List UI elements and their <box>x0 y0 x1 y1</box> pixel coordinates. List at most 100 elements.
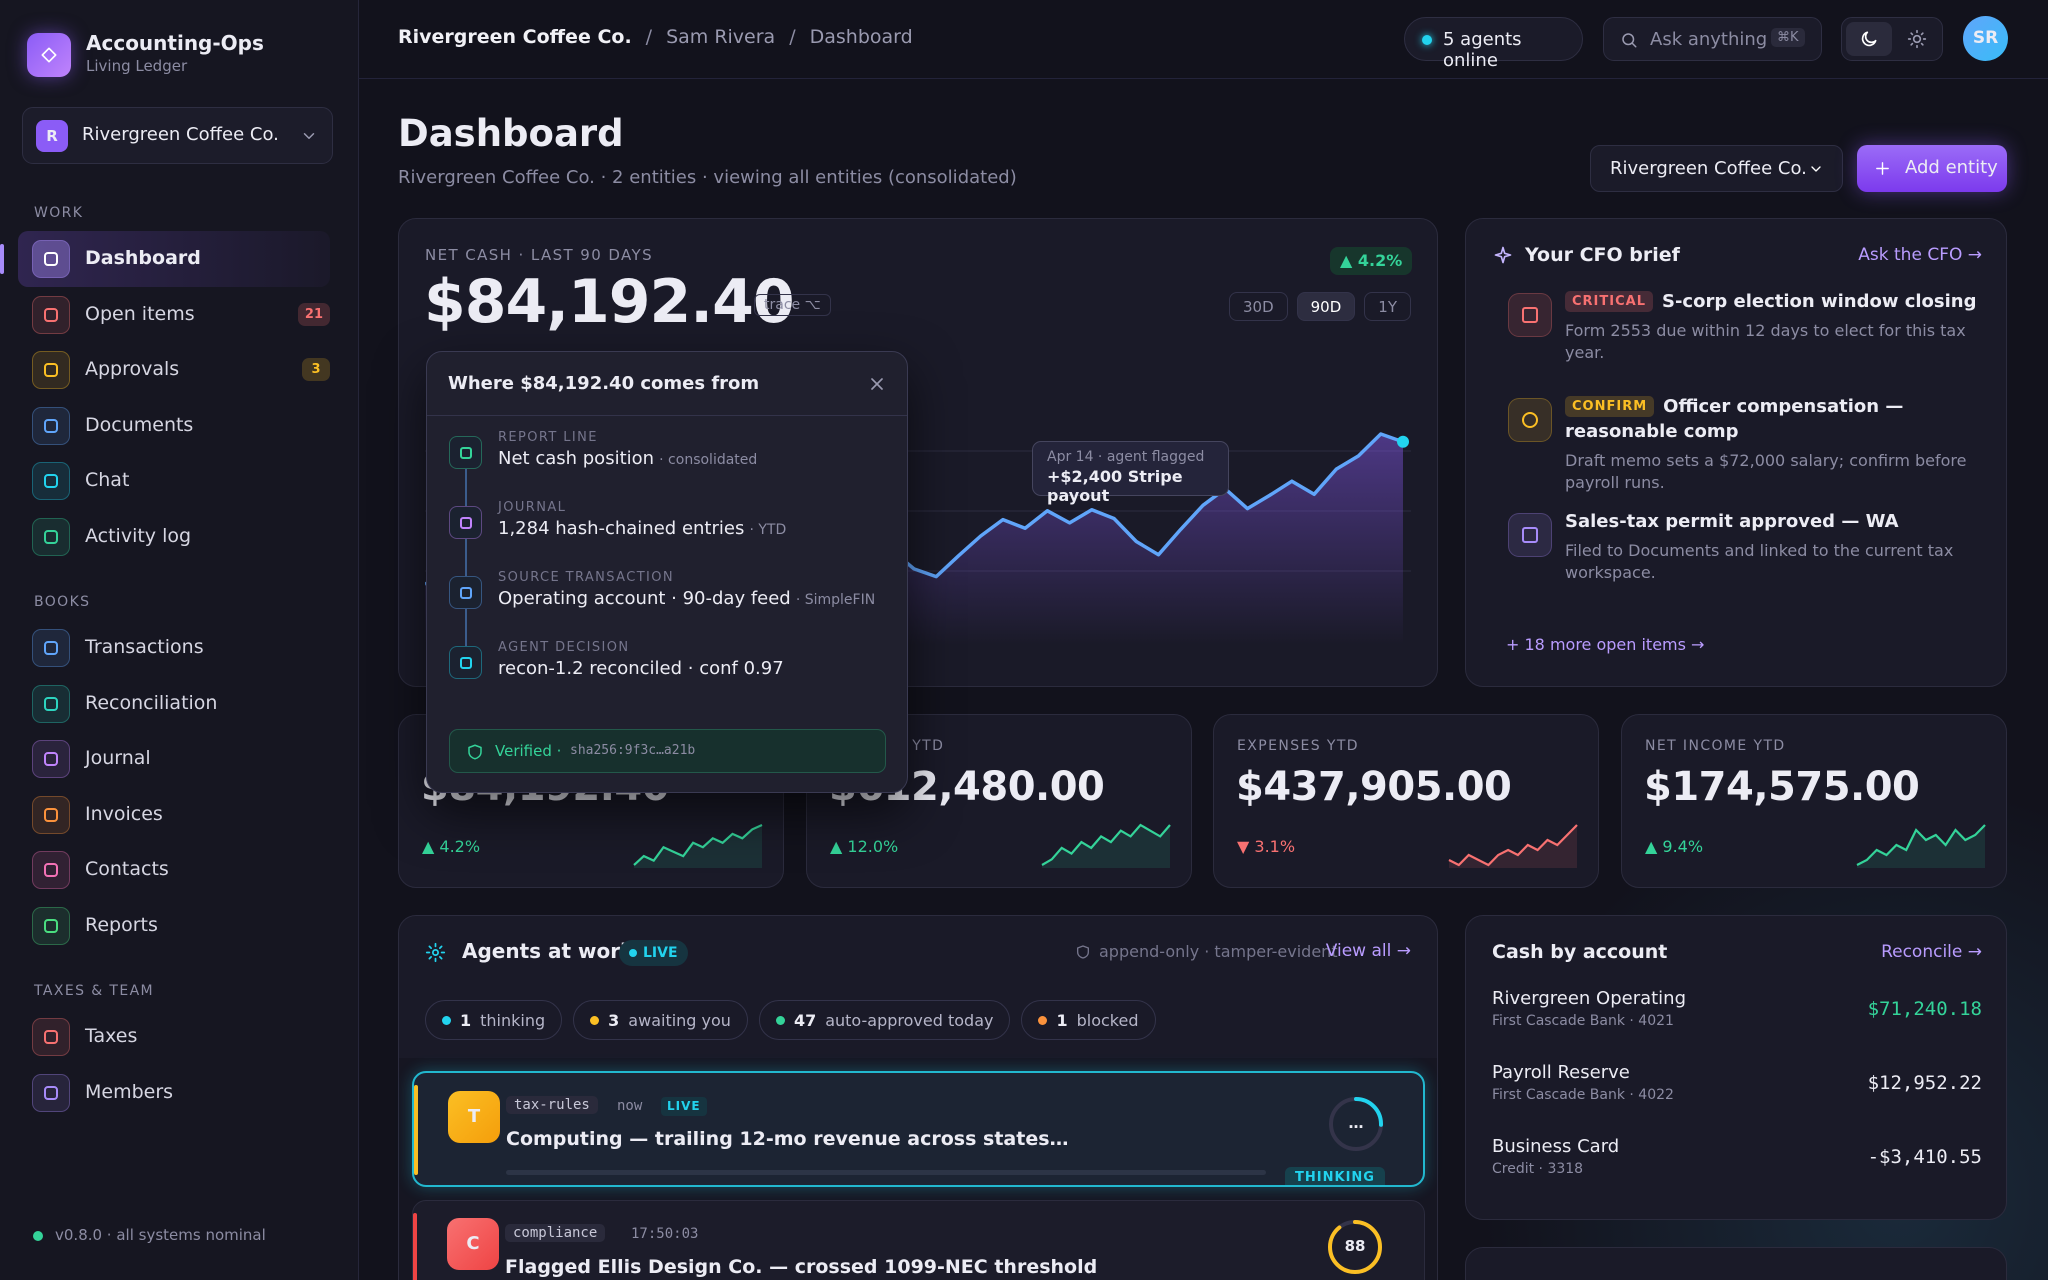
nav-icon-glyph <box>44 529 58 544</box>
step-label: SOURCE TRANSACTION <box>498 570 675 585</box>
range-tab[interactable]: 30D <box>1229 292 1288 321</box>
task-agent: tax-rules <box>506 1096 598 1114</box>
nav-icon-glyph <box>44 252 58 266</box>
step-icon <box>449 646 482 679</box>
agent-stat[interactable]: 1 thinking <box>425 1000 563 1040</box>
kpi-label: EXPENSES YTD <box>1237 738 1359 754</box>
nav-item[interactable]: Documents <box>18 398 330 454</box>
cfo-item[interactable]: Sales-tax permit approved — WA Filed to D… <box>1508 509 1983 614</box>
nav-item[interactable]: Open items 21 <box>18 287 330 343</box>
account-name: Rivergreen Operating <box>1492 988 1687 1009</box>
kpi-change: ▲ 4.2% <box>422 837 481 856</box>
nav-icon-glyph <box>44 696 58 711</box>
net-cash-chart <box>425 432 1411 645</box>
live-label: LIVE <box>643 945 678 961</box>
agent-stat-count: 1 <box>460 1010 472 1030</box>
light-mode-button[interactable] <box>1894 22 1940 56</box>
cfo-more-link[interactable]: + 18 more open items → <box>1506 635 1705 654</box>
cfo-item[interactable]: CONFIRM Officer compensation — reasonable… <box>1508 394 1983 509</box>
nav-item[interactable]: Journal <box>18 731 330 787</box>
cfo-item-glyph <box>1522 412 1538 428</box>
nav-item[interactable]: Contacts <box>18 842 330 898</box>
nav-item[interactable]: Transactions <box>18 620 330 676</box>
add-entity-button[interactable]: Add entity <box>1857 145 2007 192</box>
agent-stat-dot <box>442 1015 451 1025</box>
agents-online-label: 5 agents online <box>1443 29 1522 71</box>
range-tab[interactable]: 1Y <box>1364 292 1411 321</box>
nav-item[interactable]: Activity log <box>18 509 330 565</box>
entity-select-label: Rivergreen Coffee Co. <box>1610 158 1807 179</box>
task-accent <box>414 1085 418 1175</box>
search[interactable]: Ask anything ⌘K <box>1603 17 1822 61</box>
task-live: LIVE <box>661 1097 707 1116</box>
agents-online[interactable]: 5 agents online <box>1404 17 1583 71</box>
task-ring <box>1328 1220 1382 1274</box>
nav-section-label: TAXES & TEAM <box>34 983 155 999</box>
task-ring-label: 88 <box>1344 1237 1366 1255</box>
cfo-item-desc: Form 2553 due within 12 days to elect fo… <box>1565 321 1966 362</box>
nav-item[interactable]: Approvals 3 <box>18 342 330 398</box>
live-pill: LIVE <box>619 940 688 966</box>
sparkle-icon-glyph <box>1494 246 1512 264</box>
kpi-card <box>806 714 1192 888</box>
nav-item[interactable]: Reports <box>18 898 330 954</box>
agent-stat[interactable]: 47 auto-approved today <box>758 1000 1011 1040</box>
search-placeholder: Ask anything <box>1650 29 1768 50</box>
agent-stat-dot <box>1038 1015 1048 1025</box>
kpi-sparkline <box>633 823 763 868</box>
theme-toggle <box>1841 17 1943 61</box>
kpi-sparkline <box>1856 824 1986 868</box>
net-cash-endpoint <box>1397 435 1409 448</box>
cfo-item[interactable]: CRITICAL S-corp election window closing Fo… <box>1508 289 1983 394</box>
shield-icon-glyph <box>468 744 482 760</box>
user-avatar[interactable]: SR <box>1963 16 2008 61</box>
dark-mode-button[interactable] <box>1846 22 1892 56</box>
nav-icon-glyph <box>44 752 58 766</box>
step-icon <box>449 436 482 469</box>
verified-box: Verified · sha256:9f3c…a21b <box>449 729 886 773</box>
agent-stat[interactable]: 3 awaiting you <box>573 1000 748 1040</box>
kpi-label: NET INCOME YTD <box>1645 738 1786 754</box>
nav-item[interactable]: Dashboard <box>0 231 330 287</box>
nav-icon-glyph <box>44 918 58 933</box>
entity-select[interactable]: Rivergreen Coffee Co. <box>1590 145 1843 192</box>
nav-item[interactable]: Taxes <box>18 1009 330 1065</box>
cfo-link[interactable]: Ask the CFO → <box>1858 245 1982 265</box>
step-note: · YTD <box>749 522 787 538</box>
nav-item[interactable]: Reconciliation <box>18 676 330 732</box>
nav-icon <box>32 851 70 889</box>
chevron-glyph <box>1811 166 1821 172</box>
agent-stat[interactable]: 1 blocked <box>1021 1000 1156 1040</box>
ring-arc <box>1329 1097 1383 1151</box>
agents-link[interactable]: View all → <box>1325 941 1411 961</box>
kpi-value: $84,192.40 <box>421 764 670 810</box>
breadcrumb-item[interactable]: Rivergreen Coffee Co. <box>398 26 632 48</box>
brand-logo <box>27 33 71 77</box>
nav-item[interactable]: Invoices <box>18 787 330 843</box>
agent-stat-label: awaiting you <box>628 1010 731 1030</box>
entity-switcher[interactable]: R Rivergreen Coffee Co. <box>22 107 333 164</box>
agents-icon-glyph <box>425 942 446 963</box>
agent-stat-label: blocked <box>1076 1010 1139 1030</box>
sparkle-icon <box>1494 246 1512 264</box>
kpi-sparkline <box>1448 824 1578 868</box>
breadcrumb-item[interactable]: Sam Rivera <box>666 26 776 48</box>
popover-title: Where $84,192.40 comes from <box>448 373 760 394</box>
nav-item[interactable]: Chat <box>18 453 330 509</box>
net-cash-line <box>425 432 1404 617</box>
trace-chip[interactable]: trace ⌥ <box>754 294 831 316</box>
net-cash-card <box>398 218 1438 687</box>
nav-icon-glyph <box>44 863 58 877</box>
brand-title: Accounting-Ops <box>86 31 264 55</box>
range-tab[interactable]: 90D <box>1296 292 1356 321</box>
task-ring <box>1329 1097 1383 1151</box>
breadcrumb-item[interactable]: Dashboard <box>809 26 913 48</box>
provenance-popover: Where $84,192.40 comes from REPORT LINE Ne… <box>426 351 908 793</box>
cash-link[interactable]: Reconcile → <box>1881 942 1982 962</box>
nav-item[interactable]: Members <box>18 1065 330 1121</box>
task-ring-label: … <box>1348 1114 1364 1132</box>
kpi-change: ▲ 12.0% <box>830 837 899 856</box>
cfo-item-icon <box>1508 513 1552 557</box>
